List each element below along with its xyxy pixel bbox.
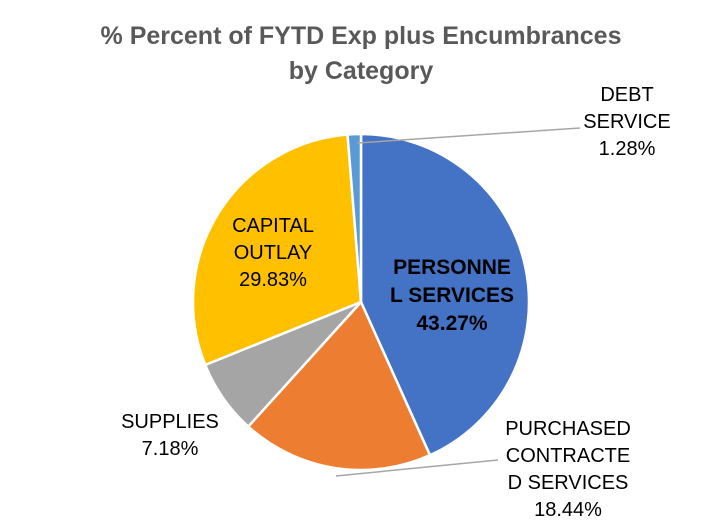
data-label-category-line: SERVICE xyxy=(583,111,670,133)
leader-line-purchased-contracted-services xyxy=(335,459,499,477)
data-labels: PERSONNE L SERVICES 43.27% PURCHASED CONTRAC… xyxy=(121,84,671,521)
data-label-value: 29.83% xyxy=(239,269,307,291)
data-label-category-line: L SERVICES xyxy=(390,284,514,307)
data-label-category-line: DEBT xyxy=(600,84,653,106)
pie-slice-personnel-services xyxy=(359,132,531,457)
chart-title-line-1: % Percent of FYTD Exp plus Encumbrances xyxy=(101,22,622,50)
data-label-category-line: SUPPLIES xyxy=(121,411,219,433)
data-label-category-line: PERSONNE xyxy=(393,256,511,279)
data-label-category-line: CAPITAL xyxy=(232,215,314,237)
data-label-purchased-contracted-services: PURCHASED CONTRACTE D SERVICES 18.44% xyxy=(505,418,631,521)
data-label-category-line: D SERVICES xyxy=(508,472,629,494)
data-label-debt-service: DEBT SERVICE 1.28% xyxy=(583,84,670,160)
data-label-value: 18.44% xyxy=(534,499,602,521)
data-label-value: 1.28% xyxy=(599,138,656,160)
pie-slice-purchased-contracted-services xyxy=(246,299,432,472)
data-label-value: 7.18% xyxy=(142,438,199,460)
data-label-personnel-services: PERSONNE L SERVICES 43.27% xyxy=(390,256,514,335)
pie-slice-capital-outlay xyxy=(191,133,363,367)
data-label-capital-outlay: CAPITAL OUTLAY 29.83% xyxy=(232,215,314,291)
leader-lines xyxy=(335,127,581,477)
data-label-category-line: OUTLAY xyxy=(234,242,313,264)
leader-line-debt-service xyxy=(356,127,581,144)
data-label-supplies: SUPPLIES 7.18% xyxy=(121,411,219,460)
data-label-value: 43.27% xyxy=(416,312,488,335)
chart-title-line-2: by Category xyxy=(289,57,434,85)
data-label-category-line: CONTRACTE xyxy=(506,445,630,467)
chart-title: % Percent of FYTD Exp plus Encumbrances … xyxy=(101,22,622,85)
pie-slice-debt-service xyxy=(346,132,363,303)
pie-slices xyxy=(191,132,531,472)
data-label-category-line: PURCHASED xyxy=(505,418,631,440)
